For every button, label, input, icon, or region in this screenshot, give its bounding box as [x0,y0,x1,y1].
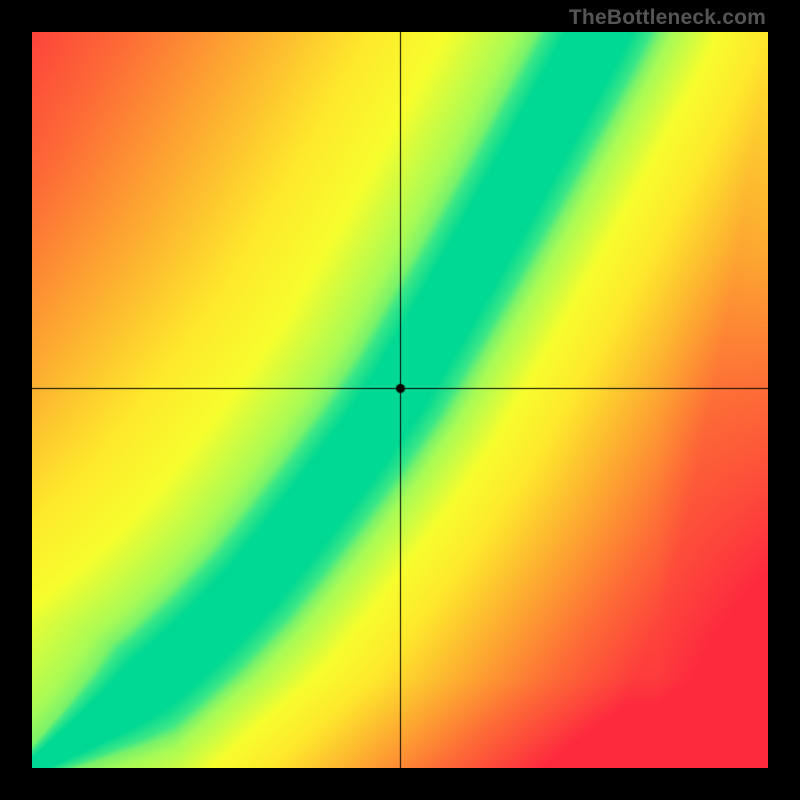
bottleneck-heatmap [32,32,768,768]
heatmap-canvas [32,32,768,768]
watermark-text: TheBottleneck.com [569,6,766,30]
